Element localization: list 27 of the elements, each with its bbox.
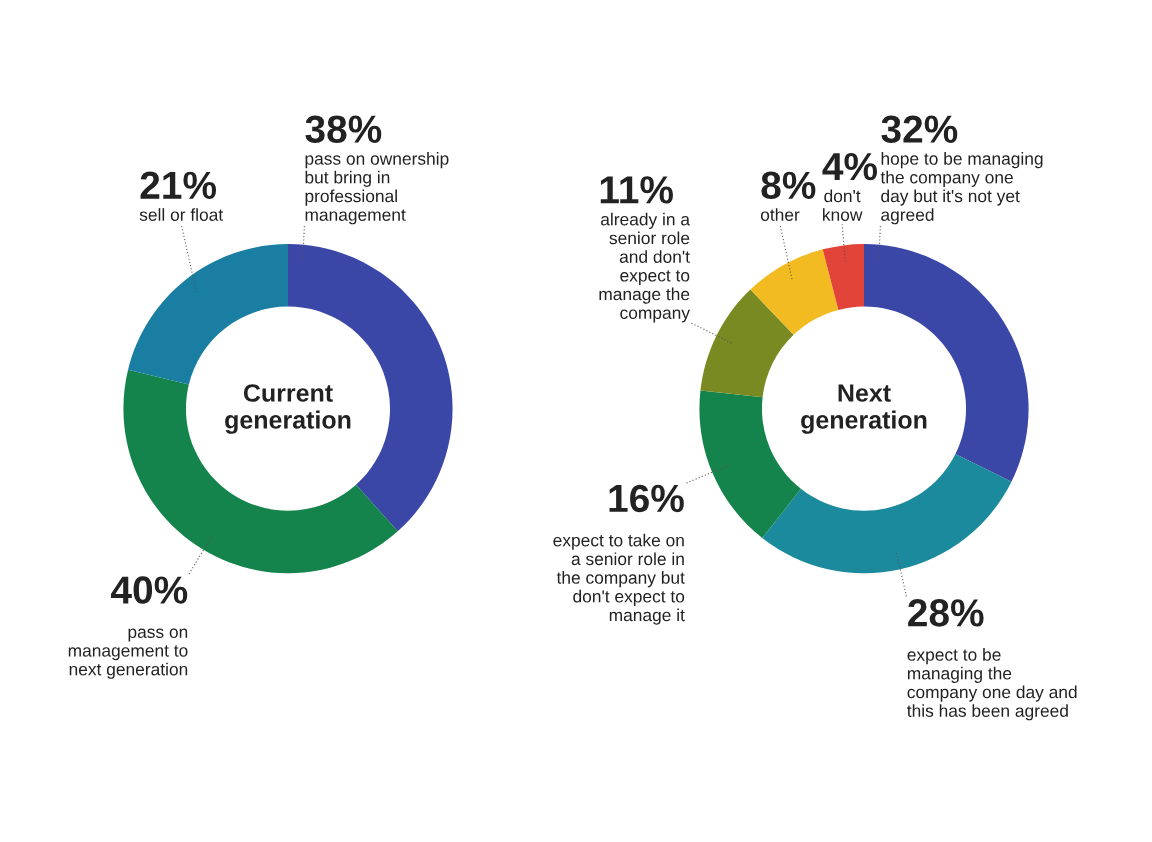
donut-slice bbox=[822, 244, 864, 310]
donut-slice bbox=[128, 244, 288, 385]
data-label: 40% bbox=[111, 576, 188, 604]
donut-slice bbox=[762, 453, 1012, 574]
donut-slice bbox=[750, 249, 839, 335]
data-label: 4% bbox=[822, 152, 878, 181]
text: Next generation bbox=[801, 384, 927, 434]
data-label: 28% bbox=[908, 599, 984, 627]
data-label: 38% bbox=[305, 115, 382, 144]
slice-label: pass on ownership but bring in professional management bbox=[305, 152, 449, 225]
data-label: 8% bbox=[761, 171, 816, 200]
slice-label: expect to take on a senior role in the company but don't expect to manage it bbox=[553, 533, 685, 625]
slice-label: already in a senior role and don't expect to manage the company bbox=[599, 212, 691, 323]
data-label: 11% bbox=[600, 176, 673, 204]
text: Current generation bbox=[225, 384, 351, 434]
donut-slice bbox=[123, 369, 398, 574]
slice-label: other bbox=[760, 208, 800, 221]
donut-slice bbox=[700, 289, 794, 398]
slice-label: sell or float bbox=[139, 208, 224, 221]
slice-label: expect to be managing the company one day and this has been agreed bbox=[907, 648, 1077, 721]
donut-slice bbox=[699, 390, 801, 539]
data-label: 32% bbox=[881, 115, 958, 144]
slice-label: pass on management to next generation bbox=[68, 628, 188, 679]
slice-label: hope to be managing the company one day but it's not yet agreed bbox=[880, 152, 1043, 225]
data-label: 21% bbox=[140, 171, 217, 199]
slice-label: don't know bbox=[823, 189, 863, 221]
data-label: 16% bbox=[609, 484, 684, 513]
